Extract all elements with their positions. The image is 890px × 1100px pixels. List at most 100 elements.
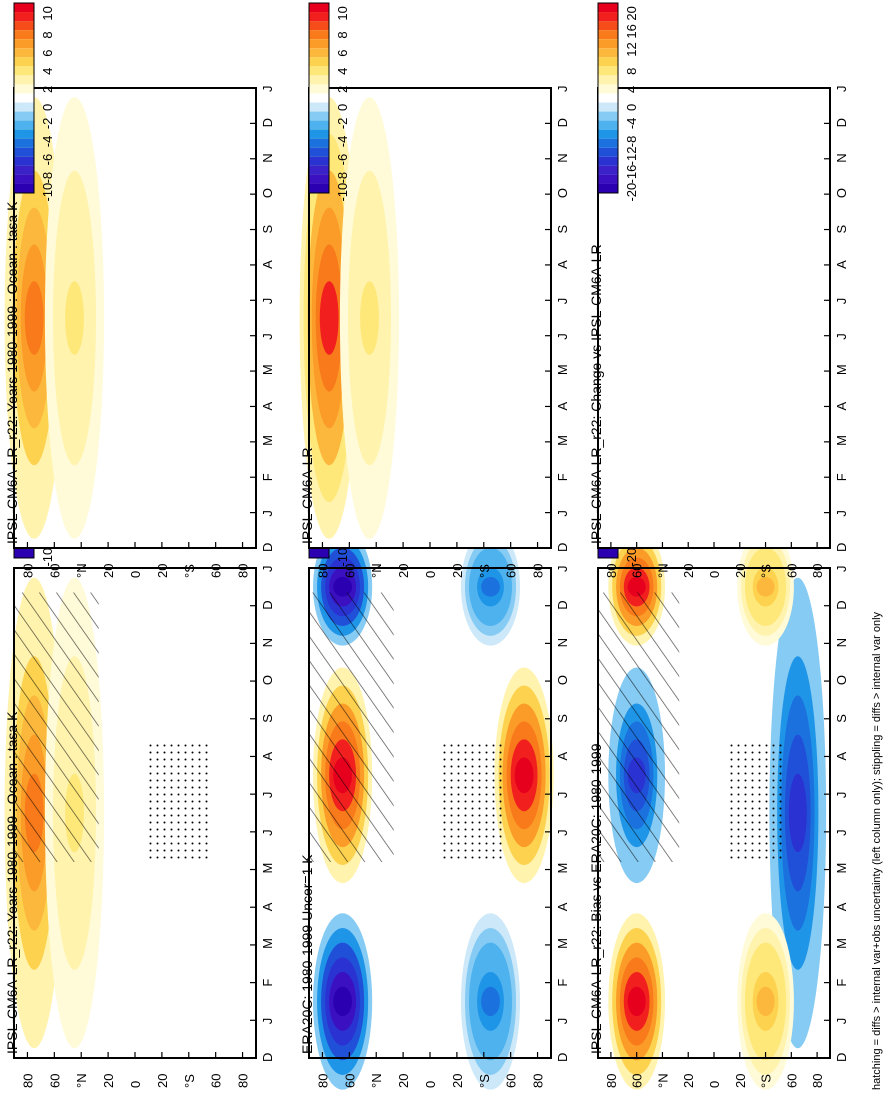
- colorbar-segment: [14, 183, 34, 193]
- month-tick-label: A: [260, 260, 275, 269]
- colorbar-segment: [14, 102, 34, 112]
- month-tick-label: S: [260, 225, 275, 234]
- colorbar-label: -6: [335, 154, 350, 166]
- panel-right-bottom: 80 60 °N 20 0 20 °S 60 80DJFMAMJJASONDJIPSL-CM6A…: [588, 2, 849, 578]
- colorbar-segment: [309, 84, 329, 94]
- field-contour: [333, 986, 353, 1017]
- colorbar-segment: [598, 174, 618, 184]
- colorbar-label: -6: [40, 154, 55, 166]
- hatching: [14, 592, 99, 862]
- colorbar-segment: [309, 3, 329, 13]
- month-tick-label: M: [260, 863, 275, 874]
- month-tick-label: O: [260, 675, 275, 685]
- colorbar-label: 4: [335, 68, 350, 75]
- lat-tick-label: 20: [681, 1074, 696, 1088]
- month-tick-label: A: [555, 260, 570, 269]
- colorbar-segment: [598, 120, 618, 130]
- colorbar-label: 0: [335, 104, 350, 111]
- lat-tick-label: °N: [655, 563, 670, 578]
- lat-tick-label: 20: [450, 1074, 465, 1088]
- month-tick-label: J: [260, 829, 275, 836]
- lat-tick-label: °S: [759, 564, 774, 578]
- colorbar-label: -8: [335, 172, 350, 184]
- colorbar-segment: [14, 147, 34, 157]
- month-tick-label: D: [260, 118, 275, 127]
- colorbar-frame: [597, 2, 619, 194]
- month-tick-label: J: [834, 566, 849, 573]
- colorbar-segment: [598, 21, 618, 31]
- month-tick-label: J: [834, 510, 849, 517]
- colorbar-segment: [309, 30, 329, 40]
- month-tick-label: D: [260, 1053, 275, 1062]
- lat-tick-label: 80: [315, 1074, 330, 1088]
- month-tick-label: J: [260, 792, 275, 799]
- panel-right-middle: 80 60 °N 20 0 20 °S 60 80DJFMAMJJASONDJIPSL-CM6A…: [299, 2, 570, 578]
- lat-tick-label: 80: [531, 564, 546, 578]
- month-tick-label: M: [555, 863, 570, 874]
- colorbar-segment: [598, 129, 618, 139]
- month-tick-label: J: [260, 298, 275, 305]
- month-tick-label: A: [834, 902, 849, 911]
- stippling: [725, 739, 784, 862]
- lat-tick-label: 60: [342, 1074, 357, 1088]
- colorbar-segment: [14, 138, 34, 148]
- colorbar-segment: [309, 548, 329, 558]
- lat-tick-label: 80: [604, 564, 619, 578]
- colorbar-segment: [309, 39, 329, 49]
- month-tick-label: S: [260, 714, 275, 723]
- month-tick-label: M: [834, 938, 849, 949]
- panel-title: IPSL-CM6A-LR_r22: Bias vs ERA20C: 1980-1…: [588, 743, 604, 1054]
- lat-tick-label: 80: [20, 564, 35, 578]
- lat-tick-label: 0: [423, 1081, 438, 1088]
- panel-title: IPSL-CM6A-LR_r22: Change vs IPSL-CM6A-LR: [588, 244, 604, 544]
- lat-tick-label: 20: [450, 564, 465, 578]
- month-tick-label: J: [834, 792, 849, 799]
- month-tick-label: J: [555, 333, 570, 340]
- colorbar-segment: [598, 3, 618, 13]
- colorbar-segment: [14, 57, 34, 67]
- panel-title: IPSL-CM6A-LR_r22: Years 1980-1999 : Ocea…: [4, 711, 20, 1054]
- month-tick-label: O: [834, 675, 849, 685]
- colorbar-label: 8: [40, 31, 55, 38]
- field-contour: [481, 577, 500, 597]
- lat-tick-label: °N: [655, 1073, 670, 1088]
- colorbar-label: -8: [624, 136, 639, 148]
- lat-tick-label: 80: [810, 1074, 825, 1088]
- colorbar-label: -8: [40, 172, 55, 184]
- month-tick-label: S: [555, 225, 570, 234]
- field-contour: [319, 281, 339, 355]
- colorbar-label: 8: [624, 68, 639, 75]
- field-contour: [627, 577, 646, 597]
- colorbar-label: 10: [40, 6, 55, 20]
- lat-tick-label: 0: [128, 571, 143, 578]
- colorbar-segment: [14, 3, 34, 13]
- month-tick-label: S: [834, 714, 849, 723]
- lat-tick-label: 0: [707, 571, 722, 578]
- colorbar-segment: [598, 75, 618, 85]
- field-contour: [788, 773, 807, 853]
- lat-tick-label: 0: [423, 571, 438, 578]
- month-tick-label: A: [260, 401, 275, 410]
- colorbar-segment: [14, 30, 34, 40]
- month-tick-label: N: [260, 638, 275, 647]
- colorbar-segment: [14, 111, 34, 121]
- colorbar-segment: [598, 102, 618, 112]
- lat-tick-label: 20: [101, 1074, 116, 1088]
- colorbar-segment: [309, 156, 329, 166]
- colorbar-segment: [598, 156, 618, 166]
- colorbar-segment: [309, 174, 329, 184]
- month-tick-label: O: [834, 188, 849, 198]
- colorbar-label: 4: [40, 68, 55, 75]
- colorbar-segment: [598, 84, 618, 94]
- colorbar-segment: [598, 57, 618, 67]
- lat-tick-label: 60: [47, 1074, 62, 1088]
- month-tick-label: O: [555, 188, 570, 198]
- lat-tick-label: 60: [504, 564, 519, 578]
- month-tick-label: J: [834, 333, 849, 340]
- lat-tick-label: 20: [155, 1074, 170, 1088]
- month-tick-label: N: [555, 638, 570, 647]
- month-tick-label: M: [260, 938, 275, 949]
- field-contour: [65, 281, 84, 355]
- colorbar-segment: [14, 165, 34, 175]
